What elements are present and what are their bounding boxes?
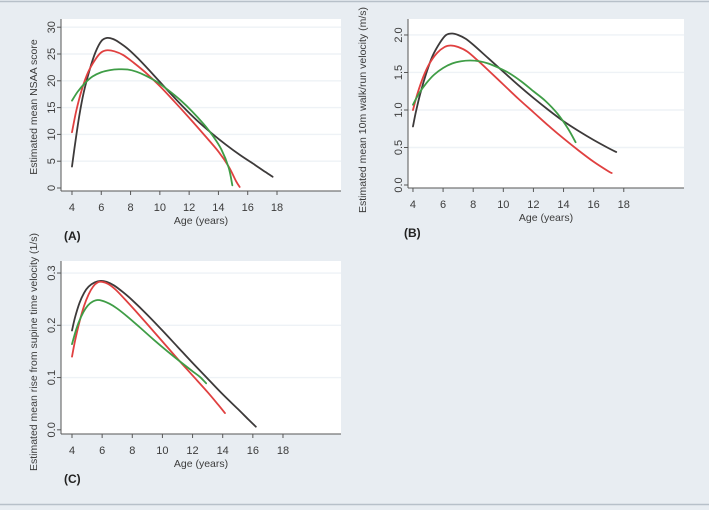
x-tick-label: 6 (98, 202, 104, 214)
y-tick-label: 0.2 (46, 318, 58, 333)
x-tick-label: 8 (127, 202, 133, 214)
y-axis-title-A: Estimated mean NSAA score (28, 39, 40, 175)
plot-area-B: 4 6 8 10 12 14 16 18 0.0 0.5 1.0 1.5 2.0 (393, 19, 684, 211)
x-tick-label: 18 (618, 199, 630, 211)
curve-red-C (71, 280, 226, 414)
x-tick-label: 4 (410, 199, 416, 211)
y-tick-label: 0.0 (46, 422, 58, 437)
x-tick-label: 16 (242, 202, 254, 214)
panel-label-B: (B) (404, 226, 421, 240)
y-tick-label: 0 (46, 185, 58, 191)
y-tick-label: 0.5 (393, 140, 405, 155)
x-tick-label: 8 (470, 199, 476, 211)
curve-red-A (71, 49, 241, 188)
chart-panel-B: 4 6 8 10 12 14 16 18 0.0 0.5 1.0 1.5 2.0 Estimated m… (357, 7, 684, 240)
y-tick-label: 30 (46, 21, 58, 33)
x-axis-title-B: Age (years) (519, 212, 573, 224)
x-tick-label: 12 (186, 445, 198, 457)
x-axis-title-C: Age (years) (174, 458, 228, 470)
y-tick-label: 0.0 (393, 177, 405, 192)
curve-green-A (71, 68, 234, 187)
x-tick-label: 8 (129, 445, 135, 457)
y-tick-label: 20 (46, 75, 58, 87)
y-tick-label: 1.5 (393, 65, 405, 80)
y-tick-label: 0.3 (46, 265, 58, 280)
x-tick-label: 14 (212, 202, 224, 214)
panel-label-C: (C) (64, 472, 81, 486)
x-tick-label: 14 (557, 199, 569, 211)
plot-background-A (61, 19, 341, 191)
y-tick-label: 0.1 (46, 370, 58, 385)
y-tick-label: 5 (46, 158, 58, 164)
plot-background-C (61, 261, 341, 434)
x-tick-label: 12 (527, 199, 539, 211)
x-tick-label: 10 (154, 202, 166, 214)
plot-background-B (408, 19, 684, 188)
chart-panel-C: 4 6 8 10 12 14 16 18 0.0 0.1 0.2 0.3 Estimated mean… (28, 233, 341, 486)
y-tick-label: 10 (46, 128, 58, 140)
y-tick-label: 15 (46, 101, 58, 113)
x-tick-label: 4 (69, 445, 75, 457)
y-tick-label: 25 (46, 48, 58, 60)
x-tick-label: 4 (69, 202, 75, 214)
plot-area-C: 4 6 8 10 12 14 16 18 0.0 0.1 0.2 0.3 (46, 261, 341, 457)
plot-area-A: 4 6 8 10 12 14 16 18 0 5 10 15 20 25 30 (46, 19, 341, 214)
curve-red-B (412, 44, 613, 174)
curve-green-B (412, 59, 577, 144)
x-tick-label: 12 (183, 202, 195, 214)
curve-green-C (71, 299, 208, 385)
y-axis-title-B: Estimated mean 10m walk/run velocity (m/… (357, 7, 369, 213)
y-tick-label: 2.0 (393, 27, 405, 42)
y-tick-label: 1.0 (393, 102, 405, 117)
x-tick-label: 16 (247, 445, 259, 457)
curve-black-C (71, 279, 257, 428)
x-tick-label: 10 (497, 199, 509, 211)
x-tick-label: 6 (99, 445, 105, 457)
x-tick-label: 14 (217, 445, 229, 457)
x-tick-label: 16 (588, 199, 600, 211)
chart-panel-A: 4 6 8 10 12 14 16 18 0 5 10 15 20 25 30 Estimated mean… (28, 19, 341, 243)
x-tick-label: 18 (277, 445, 289, 457)
y-axis-title-C: Estimated mean rise from supine time vel… (28, 233, 40, 471)
x-tick-label: 18 (271, 202, 283, 214)
x-tick-label: 10 (156, 445, 168, 457)
x-tick-label: 6 (440, 199, 446, 211)
x-axis-title-A: Age (years) (174, 215, 228, 227)
panel-label-A: (A) (64, 229, 81, 243)
